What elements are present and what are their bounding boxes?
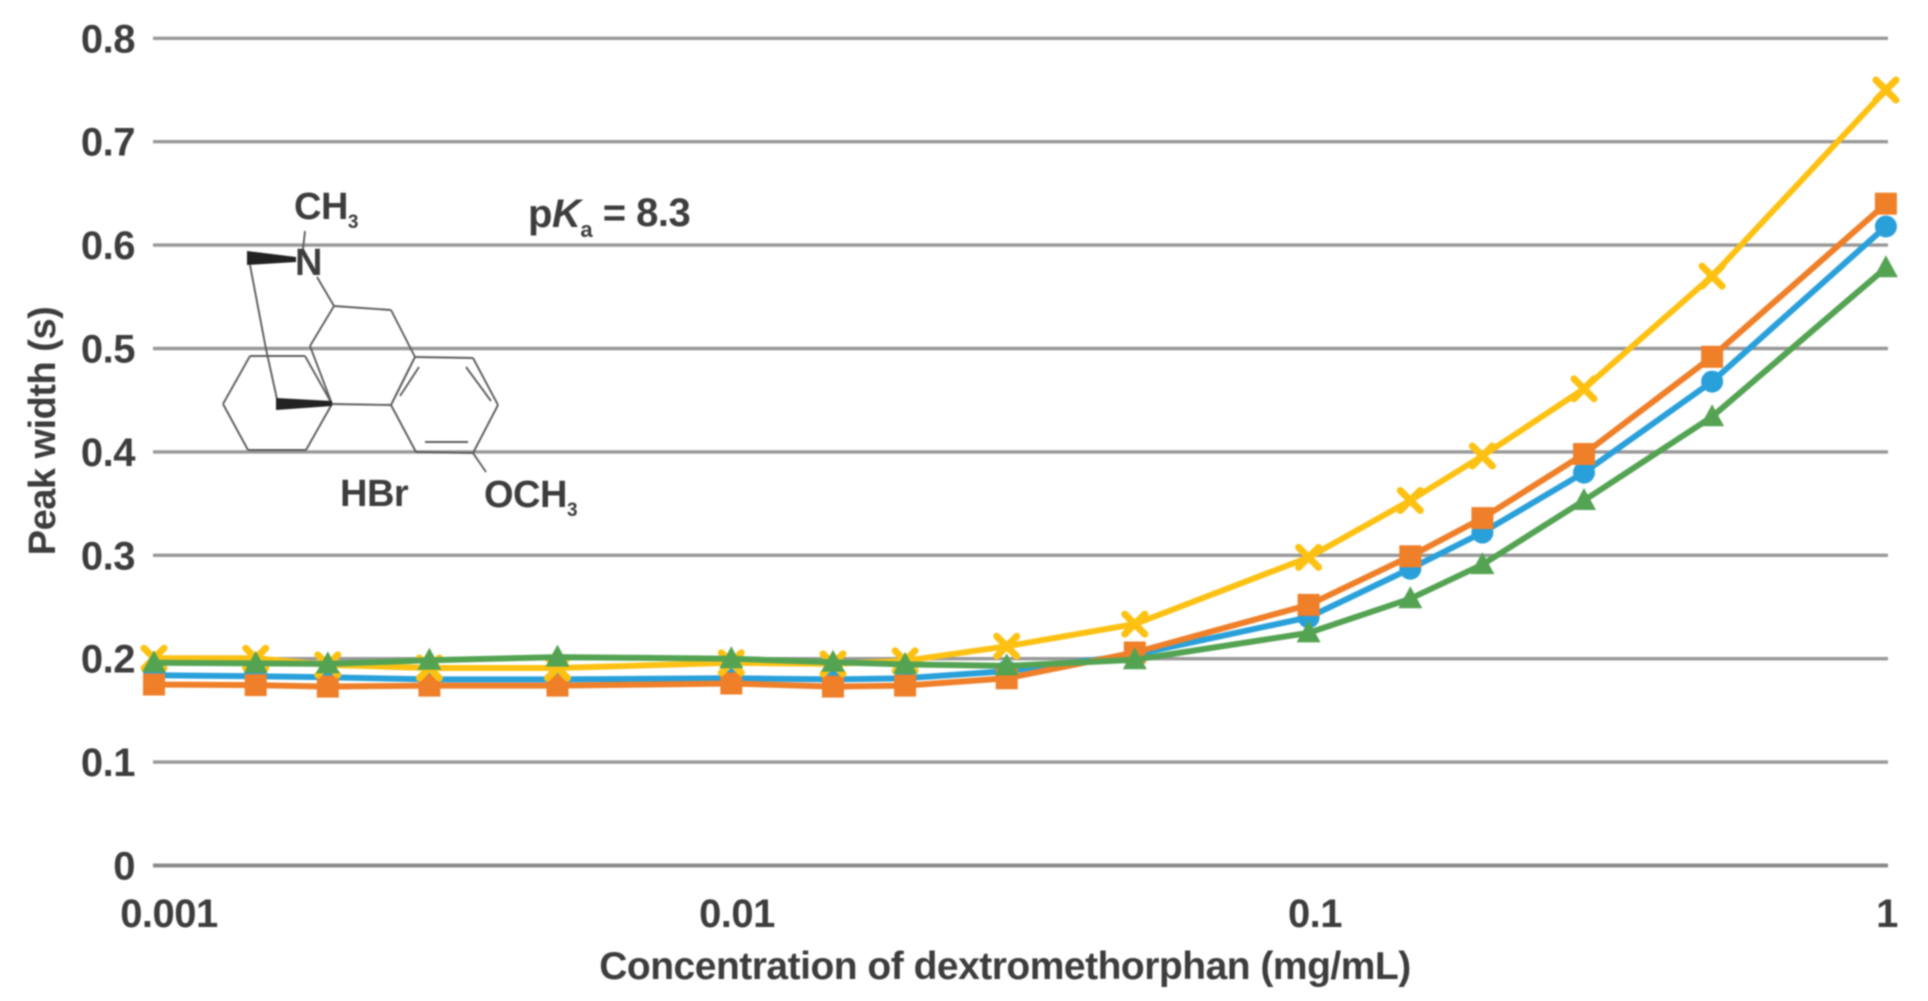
svg-text:pKa = 8.3: pKa = 8.3	[528, 191, 690, 242]
svg-text:0.001: 0.001	[120, 892, 218, 936]
svg-text:0.8: 0.8	[81, 17, 135, 61]
svg-text:0.6: 0.6	[81, 224, 135, 268]
svg-text:0.4: 0.4	[81, 431, 136, 475]
svg-text:0: 0	[113, 845, 135, 889]
svg-text:0.2: 0.2	[81, 638, 135, 682]
svg-text:Concentration of dextromethorp: Concentration of dextromethorphan (mg/mL…	[599, 945, 1411, 988]
svg-text:0.1: 0.1	[81, 741, 135, 785]
svg-text:0.7: 0.7	[81, 121, 135, 165]
svg-text:HBr: HBr	[340, 473, 409, 515]
svg-text:1: 1	[1876, 892, 1898, 936]
svg-text:OCH3: OCH3	[484, 474, 577, 521]
svg-text:0.01: 0.01	[699, 892, 775, 936]
svg-text:Peak width (s): Peak width (s)	[22, 307, 64, 556]
svg-text:CH3: CH3	[294, 186, 358, 233]
svg-text:0.3: 0.3	[81, 534, 135, 578]
svg-text:0.5: 0.5	[81, 328, 135, 372]
svg-text:N: N	[295, 242, 322, 284]
svg-text:0.1: 0.1	[1288, 892, 1342, 936]
